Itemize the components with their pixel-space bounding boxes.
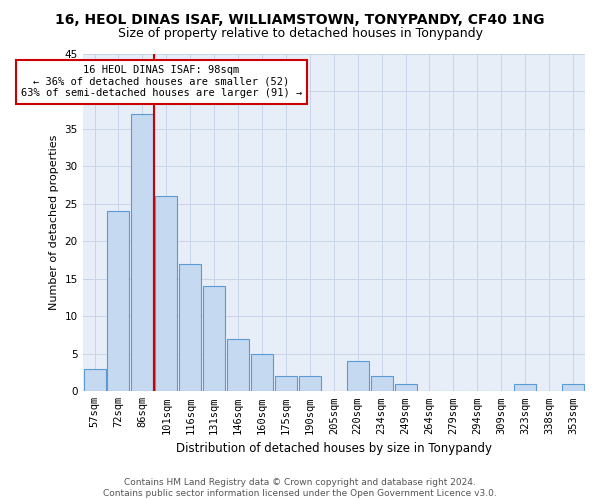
Text: 16 HEOL DINAS ISAF: 98sqm
← 36% of detached houses are smaller (52)
63% of semi-: 16 HEOL DINAS ISAF: 98sqm ← 36% of detac… [21, 65, 302, 98]
Bar [395, 384, 416, 392]
Bar [203, 286, 225, 392]
Text: Contains HM Land Registry data © Crown copyright and database right 2024.
Contai: Contains HM Land Registry data © Crown c… [103, 478, 497, 498]
Y-axis label: Number of detached properties: Number of detached properties [49, 135, 59, 310]
Bar [227, 339, 249, 392]
Bar [299, 376, 321, 392]
Bar [179, 264, 201, 392]
Bar [83, 369, 106, 392]
Bar [371, 376, 392, 392]
Bar [514, 384, 536, 392]
Text: Size of property relative to detached houses in Tonypandy: Size of property relative to detached ho… [118, 28, 482, 40]
Bar [347, 362, 369, 392]
X-axis label: Distribution of detached houses by size in Tonypandy: Distribution of detached houses by size … [176, 442, 492, 455]
Bar [155, 196, 178, 392]
Bar [275, 376, 297, 392]
Bar [562, 384, 584, 392]
Bar [107, 212, 130, 392]
Bar [131, 114, 154, 392]
Bar [251, 354, 273, 392]
Text: 16, HEOL DINAS ISAF, WILLIAMSTOWN, TONYPANDY, CF40 1NG: 16, HEOL DINAS ISAF, WILLIAMSTOWN, TONYP… [55, 12, 545, 26]
